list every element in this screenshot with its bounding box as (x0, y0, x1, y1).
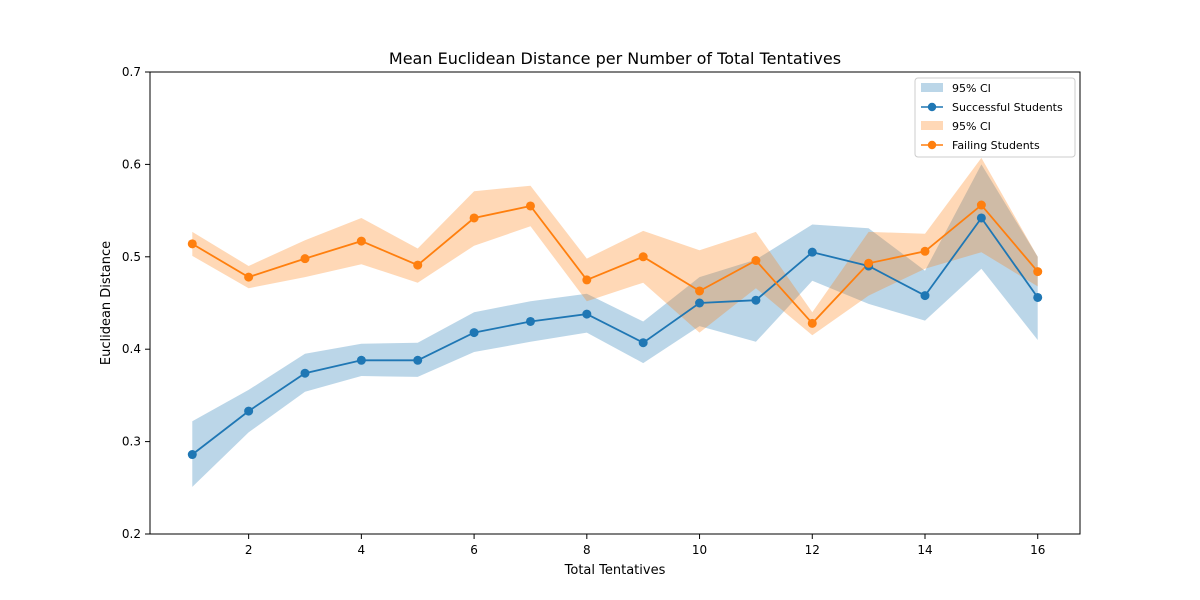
legend-label-successful: Successful Students (952, 101, 1063, 114)
series-points (187, 200, 1043, 460)
data-point-failing-students (300, 254, 310, 264)
data-point-successful-students (582, 309, 592, 319)
legend-marker-failing (927, 140, 937, 150)
data-point-successful-students (695, 298, 705, 308)
data-point-successful-students (751, 295, 761, 305)
legend-label-ci-successful: 95% CI (952, 82, 991, 95)
data-point-failing-students (1033, 267, 1043, 277)
y-tick-label: 0.5 (122, 250, 141, 264)
x-tick-label: 2 (245, 543, 253, 557)
data-point-successful-students (525, 316, 535, 326)
data-point-failing-students (469, 213, 479, 223)
y-axis-label: Euclidean Distance (99, 241, 114, 365)
data-point-failing-students (525, 201, 535, 211)
data-point-successful-students (187, 450, 197, 460)
data-point-successful-students (638, 338, 648, 348)
x-tick-label: 10 (692, 543, 707, 557)
data-point-failing-students (807, 318, 817, 328)
data-point-failing-students (976, 200, 986, 210)
ci-band-failing-students (192, 157, 1038, 336)
data-point-failing-students (187, 239, 197, 249)
confidence-bands (192, 157, 1038, 487)
series-lines (191, 203, 1039, 456)
legend-swatch-ci-successful (921, 83, 943, 92)
x-tick-label: 4 (358, 543, 366, 557)
y-tick-label: 0.6 (122, 157, 141, 171)
series-line-failing-students (191, 203, 1039, 325)
y-axis: 0.2 0.3 0.4 0.5 0.6 0.7 (122, 65, 150, 541)
data-point-successful-students (469, 328, 479, 338)
data-point-failing-students (695, 286, 705, 296)
data-point-successful-students (1033, 292, 1043, 302)
data-point-successful-students (244, 406, 254, 416)
x-tick-label: 16 (1030, 543, 1045, 557)
x-axis-label: Total Tentatives (564, 563, 666, 578)
data-point-failing-students (413, 260, 423, 270)
data-point-failing-students (920, 246, 930, 256)
chart-title: Mean Euclidean Distance per Number of To… (389, 49, 841, 68)
x-tick-label: 6 (470, 543, 478, 557)
data-point-successful-students (300, 368, 310, 378)
legend-marker-successful (927, 102, 937, 112)
ci-band-successful-students (192, 164, 1038, 487)
legend-swatch-ci-failing (921, 121, 943, 130)
y-tick-label: 0.4 (122, 342, 141, 356)
data-point-failing-students (244, 272, 254, 282)
data-point-successful-students (356, 355, 366, 365)
y-tick-label: 0.7 (122, 65, 141, 79)
plot-frame (149, 71, 1081, 535)
data-point-successful-students (413, 355, 423, 365)
x-axis: 2 4 6 8 10 12 14 16 (245, 534, 1045, 557)
data-point-failing-students (356, 236, 366, 246)
y-tick-label: 0.3 (122, 435, 141, 449)
data-point-failing-students (582, 275, 592, 285)
data-point-successful-students (976, 213, 986, 223)
data-point-successful-students (920, 291, 930, 301)
series-line-successful-students (191, 216, 1039, 456)
x-tick-label: 14 (917, 543, 932, 557)
data-point-failing-students (751, 255, 761, 265)
legend-label-ci-failing: 95% CI (952, 120, 991, 133)
legend: 95% CI Successful Students 95% CI Failin… (914, 77, 1076, 158)
y-tick-label: 0.2 (122, 527, 141, 541)
x-tick-label: 8 (583, 543, 591, 557)
data-point-failing-students (638, 252, 648, 262)
x-tick-label: 12 (805, 543, 820, 557)
data-point-successful-students (807, 247, 817, 257)
legend-label-failing: Failing Students (952, 139, 1040, 152)
data-point-failing-students (864, 258, 874, 268)
legend-frame (914, 77, 1076, 158)
